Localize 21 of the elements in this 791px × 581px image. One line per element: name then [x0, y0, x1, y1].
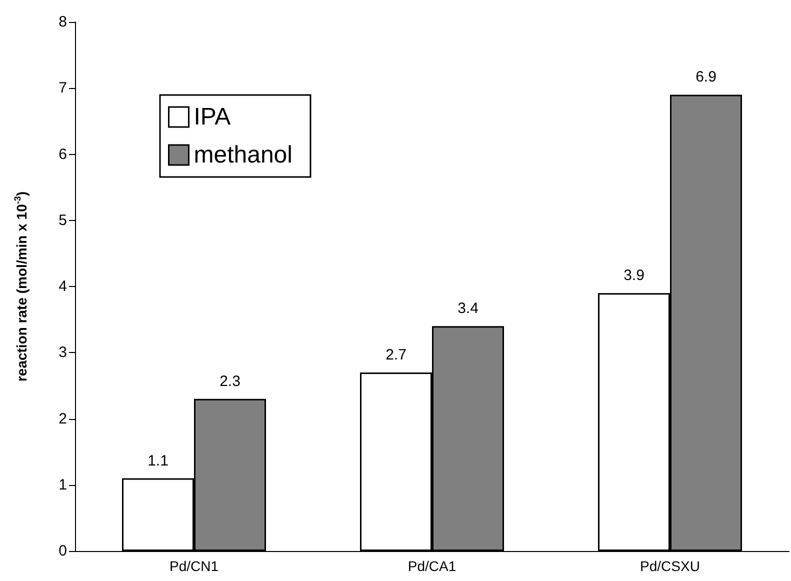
y-tick-label: 6: [58, 146, 67, 163]
data-label: 1.1: [148, 452, 168, 470]
y-tick-label: 1: [58, 476, 67, 494]
y-tick-label: 5: [58, 212, 67, 229]
x-tick-label: Pd/CSXU: [640, 558, 700, 574]
x-tick-label: Pd/CN1: [169, 558, 219, 574]
y-tick-label: 3: [58, 344, 67, 362]
y-tick-label: 0: [58, 542, 67, 560]
data-label: 2.3: [220, 372, 240, 390]
data-label: 6.9: [696, 68, 716, 86]
y-axis-title: reaction rate (mol/min x 10-3): [12, 191, 30, 382]
y-tick-label: 8: [58, 14, 67, 30]
x-tick-label: Pd/CA1: [408, 558, 456, 574]
legend-label: methanol: [194, 142, 292, 168]
legend-label: IPA: [194, 104, 231, 130]
data-label: 3.9: [624, 267, 644, 284]
y-tick-label: 7: [58, 80, 67, 97]
data-label: 2.7: [386, 346, 406, 364]
data-label: 3.4: [458, 300, 478, 318]
y-tick-label: 4: [58, 278, 67, 295]
y-tick-label: 2: [58, 410, 67, 428]
